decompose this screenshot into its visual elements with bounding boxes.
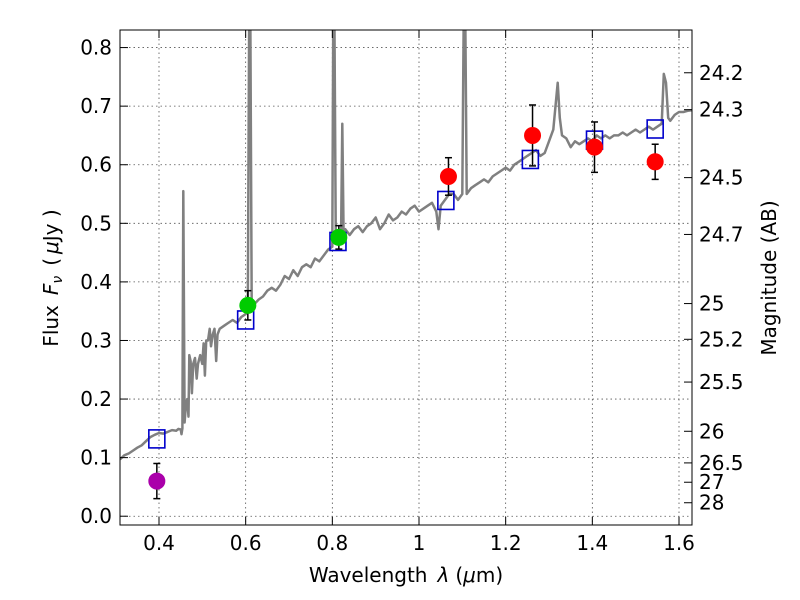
x-axis-unit-rest: m) (476, 563, 503, 587)
x-axis-symbol: λ (436, 563, 449, 587)
y2-tick-label: 25 (699, 292, 724, 316)
model-box-marker (646, 119, 664, 139)
photometry-point (439, 167, 457, 185)
model-box-marker (521, 149, 540, 170)
x-tick-label: 1.2 (490, 531, 522, 555)
model-box-marker (148, 429, 166, 449)
photometry-point (148, 472, 166, 490)
y-axis-unit-rest: Jy ) (39, 209, 63, 243)
model-spectrum-line (120, 30, 692, 461)
model-box-marker (437, 190, 455, 211)
photometry-point (586, 138, 603, 156)
y2-tick-label: 27 (699, 470, 724, 494)
y-tick-label: 0.3 (80, 328, 112, 352)
y-axis-unit-mu: μ (39, 241, 63, 255)
x-axis-title: Wavelength λ (μm) (309, 563, 503, 587)
photometry-point (646, 153, 664, 171)
x-tick-label: 0.8 (316, 531, 348, 555)
y-tick-label: 0.1 (80, 446, 112, 470)
axis-layer: 0.4 0.6 0.8 1 1.2 1.4 1.6 0.0 0.1 0.2 0.3 0.4 0.5 0.6… (80, 30, 744, 555)
y-tick-label: 0.6 (80, 153, 112, 177)
y-axis-title: Flux Fν ( μJy ) (39, 209, 66, 346)
y2-tick-label: 24.7 (699, 222, 744, 246)
y-axis-title-text: Flux (39, 305, 63, 347)
y2-tick-label: 28 (699, 491, 724, 515)
x-tick-label: 0.6 (230, 531, 262, 555)
x-tick-label: 0.4 (143, 531, 175, 555)
y2-tick-label: 25.5 (699, 370, 744, 394)
x-axis-title-text: Wavelength (309, 563, 428, 587)
y-tick-label: 0.2 (80, 387, 112, 411)
y-axis-symbol: F (39, 283, 63, 295)
y2-tick-label: 24.2 (699, 61, 744, 85)
grid-layer (120, 30, 692, 525)
y-tick-label: 0.4 (80, 270, 112, 294)
photometry-point (330, 228, 348, 246)
y-tick-label: 0.5 (80, 211, 112, 235)
x-tick-label: 1.6 (663, 531, 695, 555)
x-tick-label: 1.4 (576, 531, 608, 555)
y2-tick-label: 24.3 (699, 98, 744, 122)
y2-tick-label: 25.2 (699, 327, 744, 351)
y2-tick-label: 24.5 (699, 166, 744, 190)
x-axis-unit-mu: μ (462, 563, 476, 587)
y-tick-label: 0.0 (80, 504, 112, 528)
y2-tick-label: 26.5 (699, 451, 744, 475)
y-tick-label: 0.8 (80, 36, 112, 60)
y-tick-label: 0.7 (80, 94, 112, 118)
x-axis-unit-open: ( (455, 563, 463, 587)
y-axis-symbol-sub: ν (50, 276, 66, 284)
y-axis-unit-open: ( (39, 258, 63, 266)
x-tick-label: 1 (413, 531, 426, 555)
y2-axis-title: Magnitude (AB) (757, 200, 781, 355)
y2-tick-label: 26 (699, 419, 724, 443)
photometry-point (524, 126, 542, 144)
photometry-point (239, 296, 257, 314)
plot-frame (119, 29, 693, 526)
data-layer (120, 30, 692, 500)
